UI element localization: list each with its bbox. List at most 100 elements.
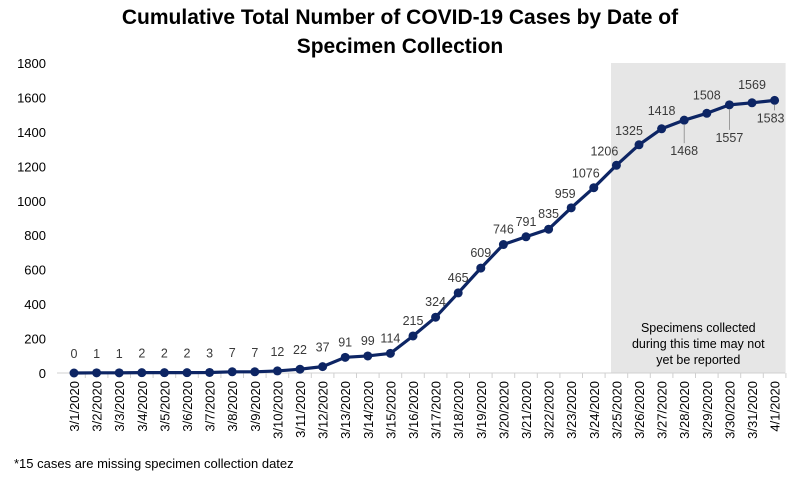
x-tick-label: 3/1/2020 [67, 381, 82, 432]
data-label: 0 [71, 347, 78, 361]
x-tick-label: 3/16/2020 [406, 381, 421, 439]
chart-title-line-1: Cumulative Total Number of COVID-19 Case… [121, 6, 679, 29]
x-tick-label: 3/19/2020 [474, 381, 489, 439]
data-point [611, 160, 621, 170]
data-label: 746 [493, 223, 514, 237]
data-label: 1076 [572, 167, 600, 181]
data-point [724, 100, 734, 110]
data-label: 959 [555, 187, 576, 201]
x-tick-label: 3/8/2020 [225, 381, 240, 432]
x-tick-label: 3/29/2020 [700, 381, 715, 439]
x-tick-label: 3/25/2020 [609, 381, 624, 439]
shaded-region-note-line: yet be reported [656, 353, 740, 367]
data-label: 1468 [670, 144, 698, 158]
x-tick-label: 3/14/2020 [361, 381, 376, 439]
y-tick-label: 0 [39, 366, 46, 381]
data-label: 1583 [757, 111, 785, 125]
data-label: 12 [270, 345, 284, 359]
x-tick-label: 3/24/2020 [587, 381, 602, 439]
x-tick-label: 3/18/2020 [451, 381, 466, 439]
data-label: 2 [161, 347, 168, 361]
data-label: 1 [93, 347, 100, 361]
data-label: 99 [361, 334, 375, 348]
data-point [521, 232, 531, 242]
shaded-region-note-line: Specimens collected [641, 321, 756, 335]
x-tick-label: 3/12/2020 [316, 381, 331, 439]
x-tick-label: 3/13/2020 [338, 381, 353, 439]
x-tick-label: 3/2/2020 [90, 381, 105, 432]
data-label: 114 [380, 331, 400, 345]
data-point [431, 312, 441, 322]
y-tick-label: 400 [24, 297, 46, 312]
x-tick-label: 4/1/2020 [768, 381, 783, 432]
x-tick-label: 3/4/2020 [135, 381, 150, 432]
data-point [182, 368, 192, 378]
x-tick-label: 3/10/2020 [270, 381, 285, 439]
data-point [634, 140, 644, 150]
x-tick-label: 3/30/2020 [722, 381, 737, 439]
x-tick-label: 3/26/2020 [632, 381, 647, 439]
data-label: 324 [425, 295, 446, 309]
data-point [340, 352, 350, 362]
x-tick-label: 3/9/2020 [248, 381, 263, 432]
data-label: 1508 [693, 88, 721, 102]
data-label: 215 [403, 314, 424, 328]
x-tick-label: 3/15/2020 [383, 381, 398, 439]
data-label: 465 [448, 271, 469, 285]
x-tick-label: 3/23/2020 [564, 381, 579, 439]
y-tick-label: 200 [24, 332, 46, 347]
x-tick-label: 3/11/2020 [293, 381, 308, 438]
data-label: 7 [229, 346, 236, 360]
data-point [566, 203, 576, 213]
x-tick-label: 3/3/2020 [112, 381, 127, 432]
data-point [137, 368, 147, 378]
data-point [453, 288, 463, 298]
data-point [318, 362, 328, 372]
data-point [498, 240, 508, 250]
data-point [385, 348, 395, 358]
data-label: 609 [470, 246, 491, 260]
data-point [205, 367, 215, 377]
data-label: 22 [293, 343, 307, 357]
data-label: 7 [251, 346, 258, 360]
y-tick-label: 1000 [17, 194, 46, 209]
data-point [92, 368, 102, 378]
x-tick-label: 3/5/2020 [157, 381, 172, 432]
data-point [227, 367, 237, 377]
data-point [272, 366, 282, 376]
data-point [770, 95, 780, 105]
y-tick-label: 1600 [17, 90, 46, 105]
data-label: 1418 [648, 104, 676, 118]
data-label: 1325 [615, 124, 643, 138]
data-label: 1206 [590, 144, 618, 158]
x-tick-label: 3/17/2020 [429, 381, 444, 439]
shaded-region-note-line: during this time may not [632, 337, 765, 351]
chart-title-line-2: Specimen Collection [296, 35, 504, 58]
x-tick-label: 3/20/2020 [496, 381, 511, 439]
x-tick-label: 3/6/2020 [180, 381, 195, 432]
data-point [589, 183, 599, 193]
data-label: 1557 [715, 131, 743, 145]
data-label: 2 [138, 347, 145, 361]
data-label: 1 [116, 347, 123, 361]
x-tick-label: 3/22/2020 [542, 381, 557, 439]
data-label: 37 [316, 341, 330, 355]
data-point [702, 108, 712, 118]
y-tick-label: 1800 [17, 56, 46, 71]
y-tick-label: 1200 [17, 159, 46, 174]
data-point [476, 263, 486, 273]
x-tick-label: 3/21/2020 [519, 381, 534, 439]
data-point [250, 367, 260, 377]
data-label: 1569 [738, 78, 766, 92]
y-tick-label: 800 [24, 228, 46, 243]
data-point [747, 98, 757, 108]
y-tick-label: 600 [24, 263, 46, 278]
data-point [114, 368, 124, 378]
data-point [159, 368, 169, 378]
data-point [295, 364, 305, 374]
data-point [408, 331, 418, 341]
data-point [69, 368, 79, 378]
data-point [363, 351, 373, 361]
data-label: 835 [538, 207, 559, 221]
